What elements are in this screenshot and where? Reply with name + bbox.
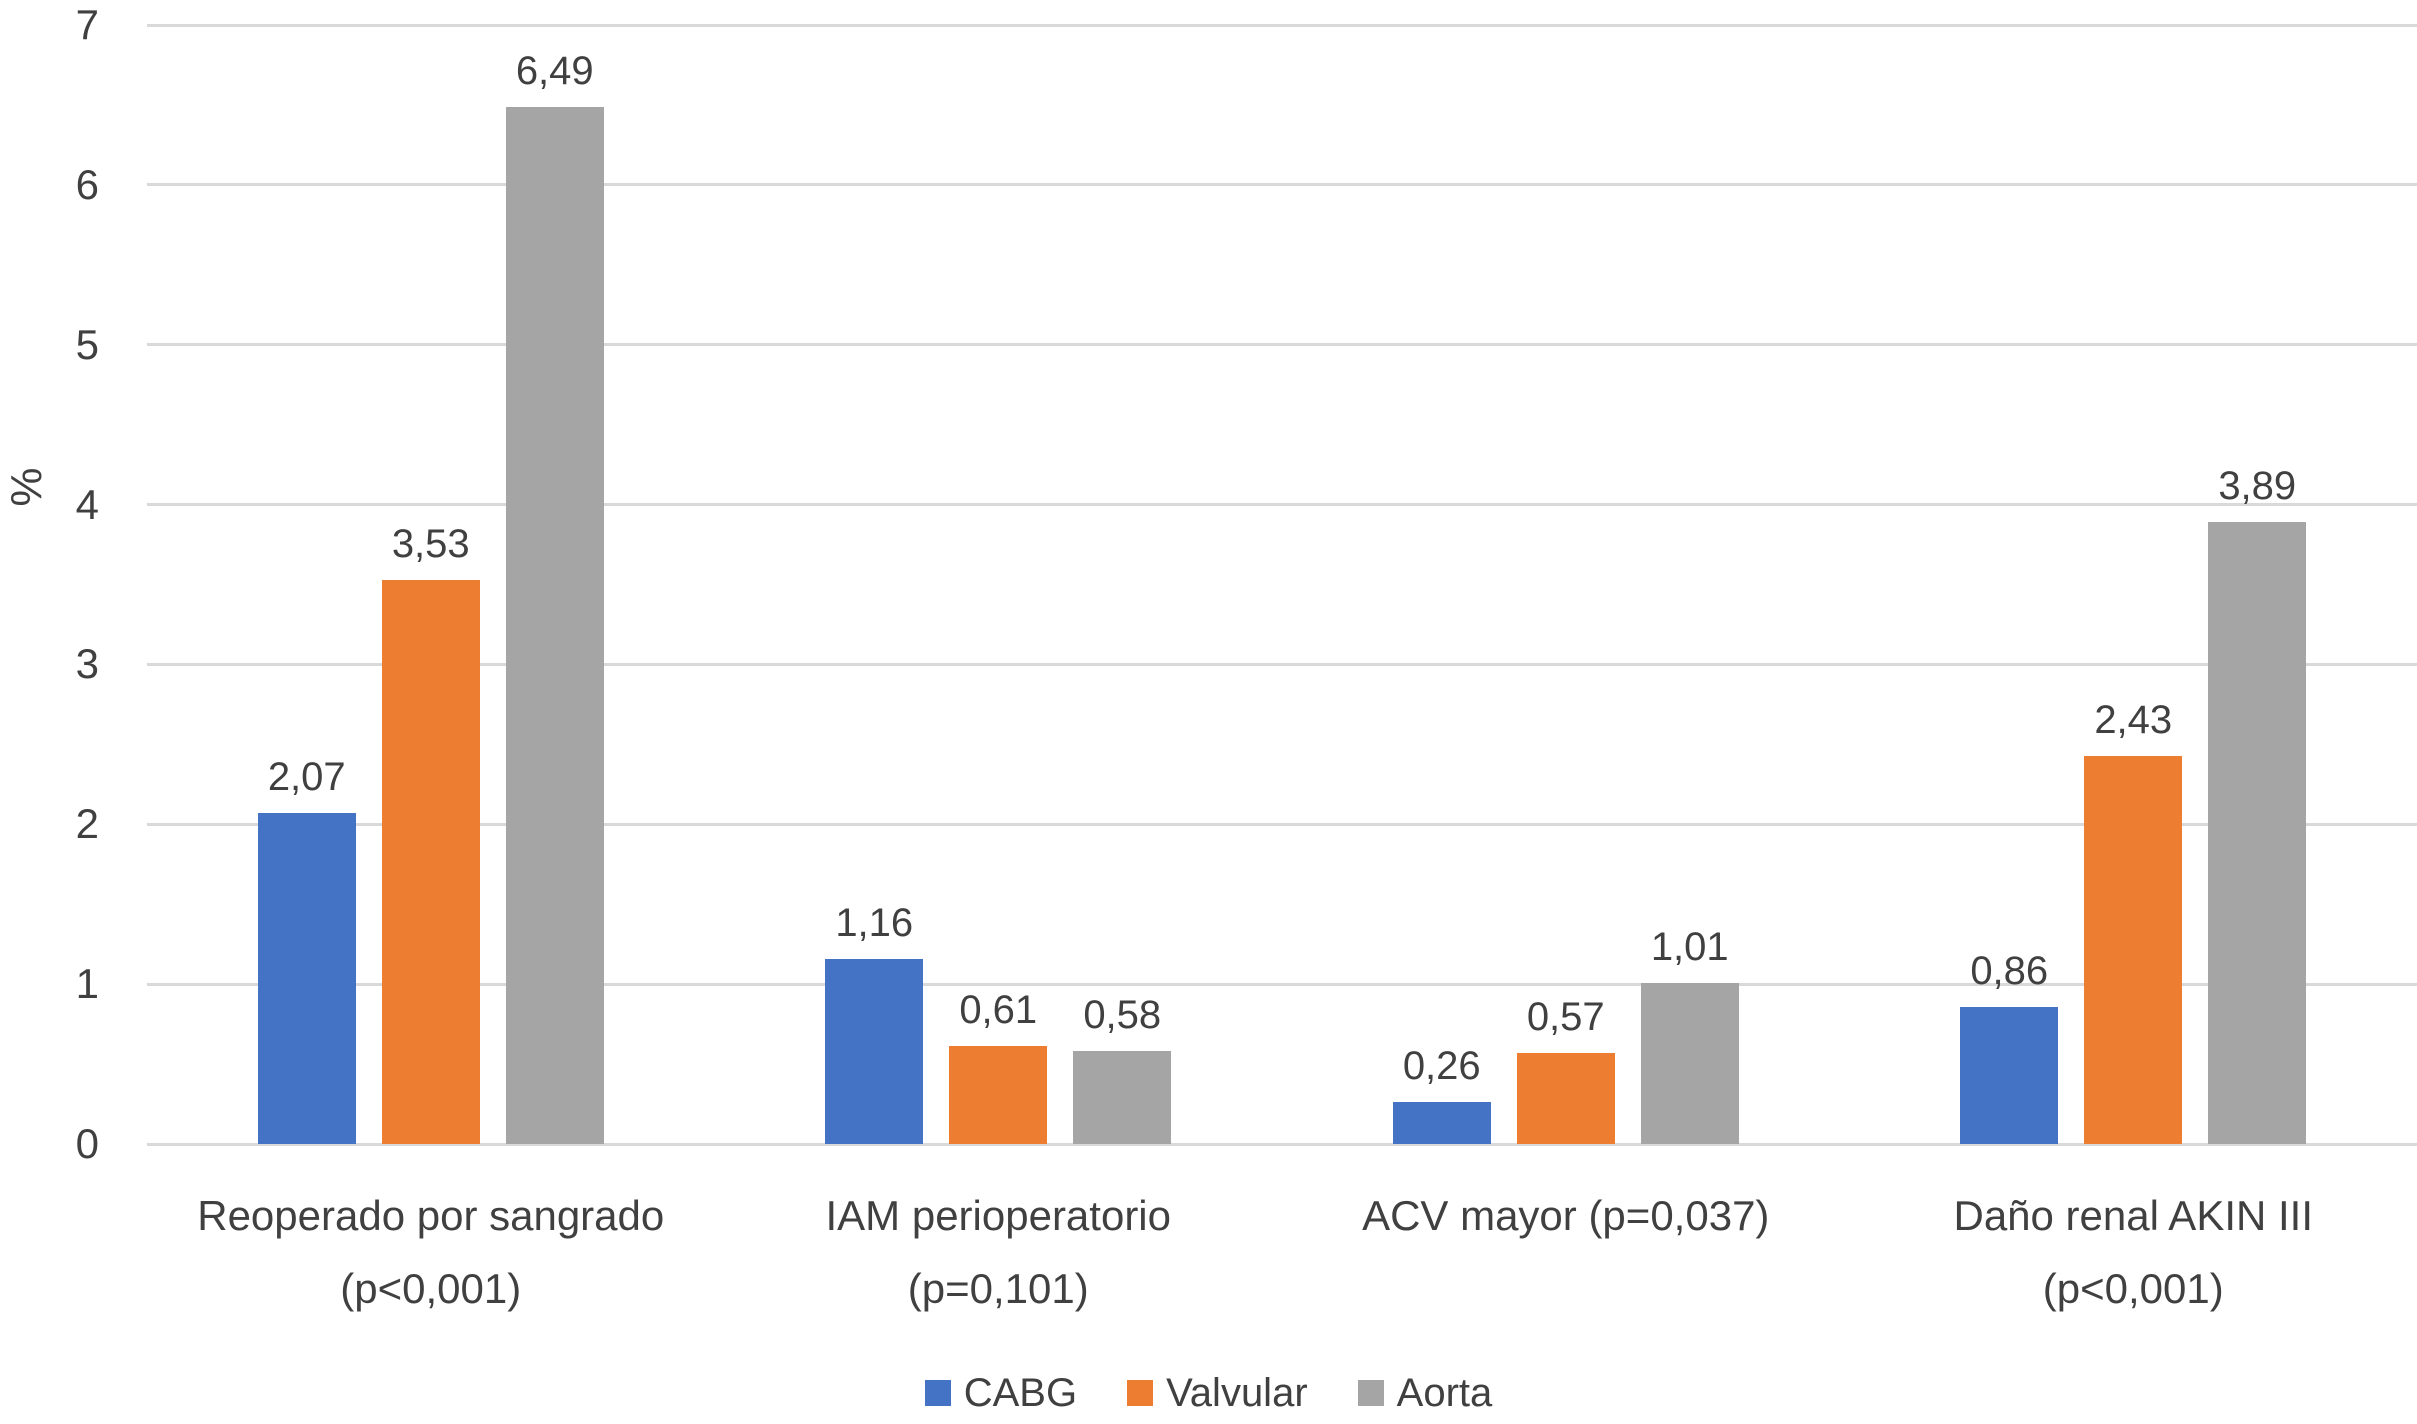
category-label: Reoperado por sangrado (p<0,001) [197, 1192, 665, 1312]
legend-label-valvular: Valvular [1166, 1370, 1308, 1415]
data-label-valvular: 0,57 [1526, 994, 1605, 1039]
category-label: ACV mayor (p=0,037) [1362, 1192, 1770, 1239]
data-label-aorta: 0,58 [1083, 993, 1162, 1038]
gridline-3 [147, 662, 2417, 666]
y-tick-label-0: 0 [75, 1120, 99, 1167]
bar-aorta [1640, 982, 1739, 1144]
data-label-valvular: 2,43 [2094, 697, 2173, 742]
legend-item-valvular: Valvular [1127, 1371, 1308, 1416]
gridline-2 [147, 822, 2417, 826]
gridline-0 [147, 1142, 2417, 1146]
gridline-4 [147, 503, 2417, 507]
bar-valvular [2084, 755, 2183, 1144]
data-label-aorta: 3,89 [2218, 464, 2297, 509]
y-tick-label-4: 4 [75, 480, 99, 528]
bar-cabg [1960, 1006, 2059, 1144]
data-label-valvular: 3,53 [391, 521, 470, 566]
legend-label-aorta: Aorta [1396, 1370, 1493, 1415]
data-label-cabg: 2,07 [267, 755, 346, 800]
bar-cabg [1392, 1102, 1491, 1144]
legend-swatch-cabg [924, 1380, 951, 1406]
data-label-aorta: 6,49 [515, 48, 594, 93]
bar-valvular [381, 579, 480, 1144]
y-tick-label-5: 5 [75, 320, 99, 368]
bar-aorta [2208, 522, 2307, 1144]
gridline-5 [147, 343, 2417, 347]
data-label-cabg: 0,86 [1970, 948, 2049, 993]
legend-swatch-aorta [1357, 1380, 1384, 1406]
bar-cabg [257, 813, 356, 1144]
gridline-7 [147, 23, 2417, 27]
category-label: IAM perioperatorio (p=0,101) [825, 1192, 1172, 1312]
data-label-cabg: 1,16 [835, 900, 914, 945]
legend-item-cabg: CABG [924, 1370, 1078, 1416]
data-label-valvular: 0,61 [959, 988, 1038, 1033]
bar-valvular [1516, 1052, 1615, 1144]
y-tick-label-2: 2 [75, 800, 99, 848]
bar-cabg [825, 958, 924, 1144]
data-label-aorta: 1,01 [1650, 924, 1729, 969]
y-tick-label-6: 6 [75, 160, 99, 208]
data-label-cabg: 0,26 [1402, 1044, 1481, 1089]
y-tick-label-1: 1 [75, 960, 99, 1008]
bar-aorta [505, 106, 604, 1144]
legend-swatch-valvular [1127, 1380, 1154, 1406]
gridline-6 [147, 183, 2417, 187]
category-label: Daño renal AKIN III (p<0,001) [1953, 1192, 2314, 1312]
legend: CABG Valvular Aorta [0, 1369, 2417, 1417]
bar-aorta [1073, 1051, 1172, 1144]
y-tick-label-7: 7 [75, 1, 99, 48]
legend-label-cabg: CABG [963, 1370, 1078, 1415]
legend-item-aorta: Aorta [1357, 1370, 1493, 1416]
gridline-1 [147, 982, 2417, 986]
bar-valvular [949, 1046, 1048, 1144]
y-tick-label-3: 3 [75, 640, 99, 688]
